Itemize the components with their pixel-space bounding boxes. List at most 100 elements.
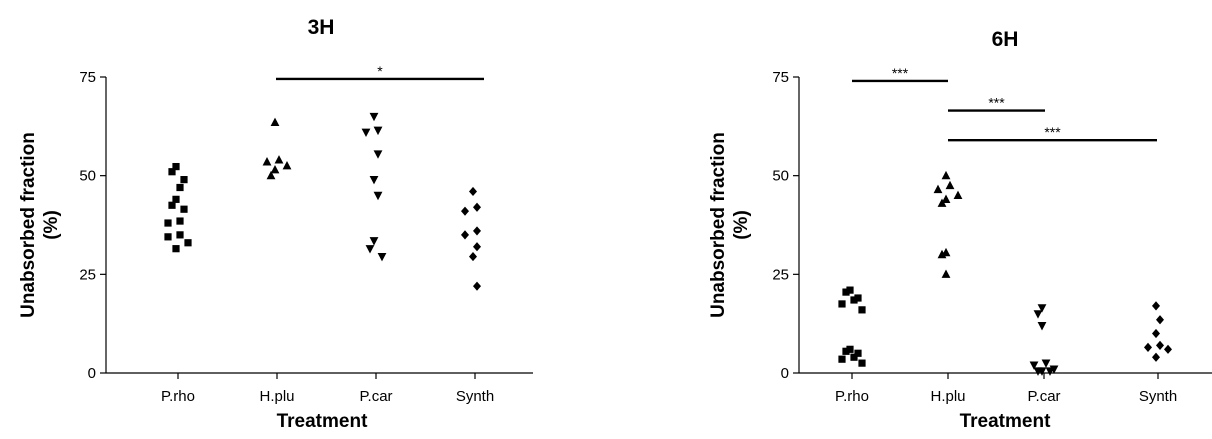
y-axis-label: Unabsorbed fraction — [18, 132, 39, 318]
data-point-triangle-up — [282, 161, 292, 170]
data-point-triangle-up — [270, 164, 280, 174]
y-axis-label: Unabsorbed fraction — [708, 132, 729, 318]
data-point-square — [846, 286, 854, 294]
series-P.rho — [164, 162, 192, 253]
y-tick-label: 75 — [772, 69, 789, 86]
data-point-square — [858, 359, 866, 367]
data-point-triangle-down — [1041, 359, 1051, 368]
data-point-triangle-up — [270, 117, 280, 126]
x-tick-label: P.rho — [161, 388, 195, 405]
chart-title: 6H — [992, 28, 1019, 51]
data-point-square — [176, 183, 184, 192]
data-point-diamond — [1152, 352, 1160, 362]
data-point-diamond — [473, 281, 481, 291]
series-P.car — [1029, 304, 1059, 376]
y-axis-label-unit: (%) — [41, 210, 62, 240]
data-point-diamond — [461, 230, 469, 240]
significance-label: *** — [988, 95, 1005, 111]
data-point-triangle-up — [941, 194, 951, 203]
data-point-triangle-down — [369, 237, 379, 246]
data-point-triangle-up — [941, 170, 951, 180]
data-point-diamond — [473, 242, 481, 252]
y-tick-label: 25 — [79, 266, 96, 283]
data-point-diamond — [473, 226, 481, 236]
data-point-triangle-down — [1045, 367, 1055, 376]
data-point-square — [172, 195, 180, 203]
x-tick-label: Synth — [1139, 388, 1177, 405]
data-point-square — [168, 201, 176, 209]
data-point-triangle-down — [1037, 322, 1047, 331]
data-point-diamond — [1164, 344, 1172, 354]
data-point-diamond — [1156, 315, 1164, 325]
data-point-square — [838, 300, 846, 308]
data-point-diamond — [473, 202, 481, 212]
data-point-triangle-down — [369, 176, 379, 185]
y-tick-label: 50 — [772, 168, 789, 185]
y-tick-label: 75 — [79, 69, 96, 86]
series-H.plu — [933, 170, 963, 278]
data-point-triangle-down — [1033, 310, 1043, 319]
data-point-square — [846, 345, 854, 353]
data-point-triangle-up — [262, 157, 272, 166]
data-point-square — [172, 162, 180, 171]
data-point-triangle-down — [361, 128, 371, 138]
data-point-square — [850, 296, 858, 304]
x-tick-label: H.plu — [930, 388, 965, 405]
data-point-triangle-up — [933, 184, 943, 194]
data-point-diamond — [461, 206, 469, 216]
data-point-diamond — [1152, 328, 1160, 339]
data-point-square — [850, 353, 858, 361]
data-point-triangle-up — [937, 249, 947, 259]
data-point-square — [172, 245, 180, 253]
data-point-square — [838, 355, 846, 363]
data-point-triangle-down — [373, 126, 383, 136]
data-point-square — [168, 168, 176, 176]
data-point-triangle-down — [373, 191, 383, 201]
data-point-square — [184, 239, 192, 247]
x-tick-label: P.car — [359, 388, 392, 405]
series-Synth — [461, 186, 481, 291]
data-point-triangle-up — [274, 155, 284, 164]
data-point-square — [842, 347, 850, 355]
significance-label: *** — [1044, 124, 1061, 140]
data-point-square — [176, 217, 184, 225]
significance-label: * — [377, 63, 383, 79]
data-point-triangle-down — [1033, 367, 1043, 376]
significance-label: *** — [892, 65, 909, 81]
data-point-square — [176, 231, 184, 239]
data-point-triangle-down — [373, 150, 383, 159]
data-point-square — [854, 349, 862, 357]
x-tick-label: P.rho — [835, 388, 869, 405]
data-point-triangle-down — [1037, 304, 1047, 313]
y-tick-label: 0 — [781, 365, 789, 382]
series-H.plu — [262, 117, 292, 180]
data-point-diamond — [1156, 340, 1164, 350]
x-tick-label: H.plu — [259, 388, 294, 405]
data-point-triangle-up — [953, 190, 963, 199]
data-point-diamond — [469, 186, 477, 197]
x-axis-label: Treatment — [277, 411, 368, 432]
data-point-square — [180, 176, 188, 184]
data-point-triangle-down — [365, 245, 375, 254]
chart-panel-6H: 6H Unabsorbed fraction (%) 0 25 50 75 P.rho H.pl… — [708, 28, 1212, 432]
y-tick-label: 0 — [88, 365, 96, 382]
y-tick-label: 25 — [772, 266, 789, 283]
data-point-triangle-down — [377, 252, 387, 262]
y-axis-label-unit: (%) — [731, 210, 752, 240]
chart-title: 3H — [308, 16, 335, 39]
x-tick-label: Synth — [456, 388, 494, 405]
data-point-triangle-up — [945, 180, 955, 190]
data-point-diamond — [1152, 301, 1160, 311]
data-point-diamond — [1144, 342, 1152, 352]
data-point-diamond — [469, 251, 477, 262]
data-point-square — [842, 288, 850, 296]
y-tick-label: 50 — [79, 168, 96, 185]
x-axis-label: Treatment — [960, 411, 1051, 432]
data-point-triangle-up — [941, 269, 951, 278]
data-point-triangle-up — [937, 198, 947, 207]
series-P.rho — [838, 286, 866, 367]
data-point-triangle-up — [266, 170, 276, 180]
data-point-square — [164, 219, 172, 227]
